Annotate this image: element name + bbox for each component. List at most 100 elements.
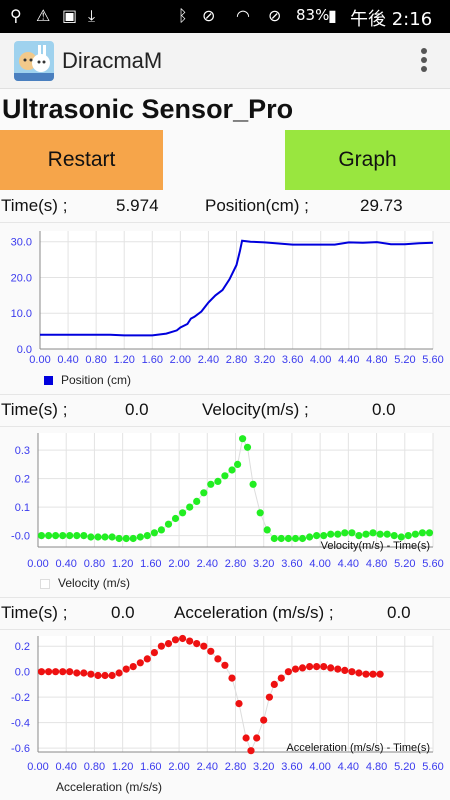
divider (0, 426, 450, 427)
velocity-legend: Velocity (m/s) (40, 576, 130, 590)
data-point (334, 530, 342, 538)
acceleration-legend: Acceleration (m/s/s) (56, 780, 162, 794)
data-point (207, 480, 215, 488)
data-point (45, 532, 53, 540)
data-point (348, 668, 356, 676)
x-tick-label: 1.60 (142, 354, 163, 366)
data-point (200, 489, 208, 497)
battery-icon: ▮ (328, 6, 337, 25)
data-point (298, 664, 307, 672)
data-point (214, 655, 222, 663)
data-point (193, 640, 201, 648)
data-point (411, 530, 419, 538)
status-bar: ⚲ ⚠ ▣ ⤓ ᛒ ⊘ ◠ ⊘ 83% ▮ 午後 2:16 (0, 0, 450, 33)
data-point (193, 497, 201, 505)
data-point (376, 670, 384, 678)
data-point (320, 663, 328, 671)
time-label: Time(s) ; (1, 603, 68, 622)
legend-swatch (40, 578, 50, 589)
x-tick-label: 5.20 (394, 354, 415, 366)
data-point (397, 533, 405, 541)
data-point (150, 649, 158, 657)
data-point (52, 668, 60, 676)
x-tick-label: 4.80 (366, 558, 387, 570)
x-tick-label: 4.40 (338, 354, 359, 366)
data-point (362, 670, 370, 678)
data-point (348, 529, 356, 537)
data-point (327, 664, 335, 672)
position-chart-svg: 0.00 0.40 0.80 1.20 1.60 2.00 2.40 2.80 3.20 3.60… (11, 231, 444, 366)
data-point (390, 532, 398, 540)
y-tick-label: 10.0 (11, 308, 32, 320)
app-bar: DiracmaM (0, 33, 450, 89)
data-point (186, 503, 194, 511)
data-point (73, 669, 81, 677)
x-tick-label: 3.20 (253, 761, 274, 773)
data-point (320, 532, 328, 540)
data-point (291, 665, 300, 673)
data-point (270, 680, 278, 688)
data-point (122, 534, 130, 543)
data-point (277, 534, 285, 543)
data-point (306, 533, 314, 541)
overflow-menu-icon[interactable] (420, 46, 428, 76)
x-tick-label: 4.80 (366, 354, 387, 366)
data-point (221, 472, 229, 480)
data-point (37, 532, 46, 540)
x-tick-label: 2.80 (225, 761, 246, 773)
data-point (59, 532, 67, 540)
data-point (265, 693, 273, 701)
y-tick-label: 0.3 (15, 445, 30, 457)
x-tick-label: 5.20 (394, 558, 415, 570)
x-tick-label: 5.60 (422, 354, 443, 366)
data-point (341, 666, 349, 674)
data-point (235, 700, 243, 708)
data-point (270, 534, 278, 543)
position-label: Position(cm) ; (205, 196, 309, 215)
data-point (115, 534, 123, 543)
data-point (87, 670, 95, 678)
y-tick-label: -0.6 (11, 743, 30, 755)
x-tick-label: 4.40 (338, 761, 359, 773)
velocity-value: 0.0 (372, 400, 396, 419)
time-value: 5.974 (116, 196, 159, 215)
data-point (73, 532, 81, 540)
y-tick-label: -0.0 (11, 531, 30, 543)
velocity-label: Velocity(m/s) ; (202, 400, 309, 419)
x-tick-label: 3.20 (254, 354, 275, 366)
x-tick-label: 2.00 (168, 761, 189, 773)
data-point (256, 509, 264, 517)
time-label: Time(s) ; (1, 400, 68, 419)
data-point (66, 668, 74, 676)
x-tick-label: 4.80 (366, 761, 387, 773)
divider (0, 597, 450, 598)
x-tick-label: 3.60 (281, 558, 302, 570)
data-point (247, 747, 255, 755)
data-point (249, 480, 257, 488)
legend-label: Velocity (m/s) (58, 576, 131, 590)
y-tick-label: 20.0 (11, 272, 32, 284)
x-tick-label: 0.40 (56, 761, 77, 773)
restart-button[interactable]: Restart (0, 130, 163, 190)
data-point (200, 642, 208, 650)
graph-button[interactable]: Graph (285, 130, 450, 190)
x-tick-label: 0.00 (29, 354, 50, 366)
x-tick-label: 1.20 (112, 558, 133, 570)
x-tick-label: 2.80 (226, 354, 247, 366)
data-point (355, 532, 363, 540)
data-point (66, 532, 74, 540)
data-point (260, 716, 268, 724)
data-point (45, 668, 53, 676)
x-tick-label: 4.40 (338, 558, 359, 570)
data-point (362, 530, 370, 538)
y-tick-label: 0.2 (15, 474, 30, 486)
data-point (214, 477, 222, 485)
data-point (157, 526, 165, 534)
data-point (228, 674, 236, 682)
data-point (425, 529, 434, 537)
data-point (253, 734, 261, 742)
time-value: 0.0 (111, 603, 135, 622)
x-tick-label: 2.40 (197, 761, 218, 773)
battery-percent: 83% (296, 6, 330, 24)
data-point (143, 655, 151, 663)
